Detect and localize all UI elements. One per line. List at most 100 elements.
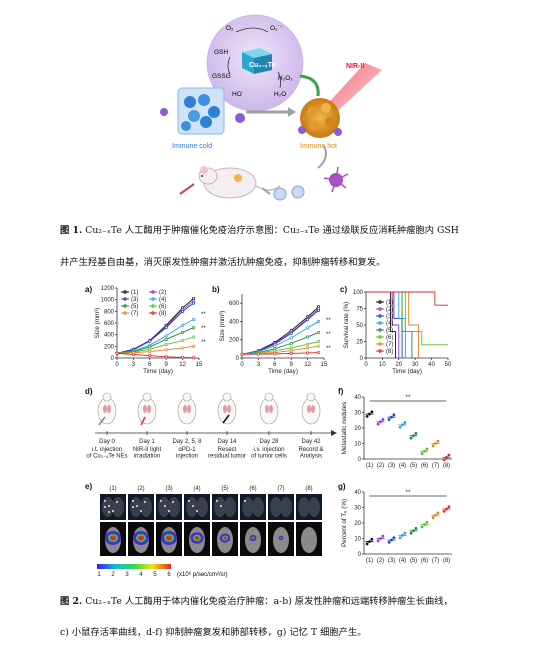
panel-b-xtick-label: 6 bbox=[273, 362, 277, 368]
panel-b-point bbox=[316, 339, 321, 344]
panel-a-legend-marker bbox=[151, 290, 155, 294]
timeline-mouse bbox=[97, 397, 117, 425]
timeline-mouse bbox=[217, 397, 237, 425]
panel-a-point bbox=[164, 355, 168, 359]
panel-g-dot bbox=[392, 536, 396, 540]
panel-a-legend-label: (7) bbox=[131, 311, 138, 317]
imaging-group-label: (7) bbox=[277, 486, 284, 492]
timeline-desc: Resect bbox=[218, 447, 237, 453]
panel-f-dot bbox=[387, 418, 391, 421]
panel-a-significance: ** bbox=[201, 326, 206, 332]
panel-b-point bbox=[289, 336, 293, 340]
panel-g-dot bbox=[381, 534, 385, 538]
metastatic-nodule bbox=[172, 501, 174, 503]
colorbar-tick: 5 bbox=[153, 572, 157, 578]
lung-icon bbox=[187, 405, 191, 413]
panel-a-ytick-label: 600 bbox=[104, 321, 115, 327]
panel-f-label: f) bbox=[338, 387, 344, 396]
panel-f-category-label: (2) bbox=[377, 463, 384, 469]
timeline-mouse-head bbox=[264, 392, 274, 402]
panel-g-dot bbox=[431, 516, 435, 519]
panel-c-ylabel: Survival rate (%) bbox=[343, 302, 350, 349]
panel-f-ytick-label: 20 bbox=[354, 426, 361, 432]
lung-lobe bbox=[112, 497, 124, 517]
panel-e-label: e) bbox=[85, 482, 92, 491]
panel-g-ytick-label: 10 bbox=[354, 537, 361, 543]
panel-e-imaging: e) (1) (2) (3) (4) (5) (6) (7) (8) 1 2 3 4 5 6 (x10⁶… bbox=[85, 482, 322, 578]
panel-a-series-line-6 bbox=[116, 336, 194, 354]
metastatic-nodule bbox=[108, 505, 110, 507]
lung-lobe bbox=[168, 497, 180, 517]
lung-lobe bbox=[280, 497, 292, 517]
metastatic-nodule bbox=[196, 510, 198, 512]
metastatic-nodule bbox=[220, 505, 222, 507]
lung-icon bbox=[223, 405, 227, 413]
panel-g-dot bbox=[398, 536, 402, 540]
panel-a-label: a) bbox=[85, 285, 92, 294]
panel-g-dot bbox=[436, 511, 440, 515]
imaging-group-label: (2) bbox=[137, 486, 144, 492]
panel-c-ytick-label: 75 bbox=[356, 307, 363, 313]
panel-a-xlabel: Time (day) bbox=[143, 368, 173, 375]
panel-g-dot bbox=[365, 542, 369, 546]
panel-c-label: c) bbox=[340, 285, 347, 294]
panel-g-category-label: (1) bbox=[366, 558, 373, 564]
panel-a-legend-label: (4) bbox=[159, 297, 166, 303]
panel-b-point bbox=[316, 319, 321, 323]
panel-f-dot bbox=[370, 410, 374, 414]
panel-a-plot: 0 3 6 9 12 15 0 200 400 600 800 1000 1200 Time (day) S… bbox=[94, 286, 206, 375]
panel-b-chart: b) 0 3 6 9 12 15 0 200 400 600 Time (day) Size (mm³… bbox=[212, 285, 331, 375]
colorbar-tick: 6 bbox=[167, 572, 171, 578]
chem-gssg: GSSG bbox=[212, 73, 231, 80]
timeline-desc: NIR-II light bbox=[133, 447, 162, 453]
panel-b-xlabel: Time (day) bbox=[268, 368, 298, 375]
figure1-schematic: Cu₂₋ₓTe O₂ O₂˙⁻ GSH GSSG HO˙ H₂O₂ H₂O NI… bbox=[160, 14, 382, 201]
colorbar bbox=[97, 564, 171, 569]
panel-b-ytick-label: 0 bbox=[236, 356, 240, 362]
lung-lobe bbox=[308, 497, 320, 517]
metastatic-nodule bbox=[168, 510, 170, 512]
panel-a-point bbox=[191, 301, 196, 305]
lung-lobe bbox=[140, 497, 152, 517]
panel-c-xlabel: Time (day) bbox=[392, 368, 422, 375]
metastatic-nodule bbox=[164, 505, 166, 507]
chem-cute: Cu₂₋ₓTe bbox=[249, 62, 275, 69]
metastatic-nodule bbox=[104, 500, 106, 502]
lung-icon bbox=[107, 405, 111, 413]
timeline-day: Day 0 bbox=[99, 439, 115, 445]
nanoparticle bbox=[160, 108, 168, 116]
panel-a-point bbox=[164, 337, 168, 341]
mouse-illustration bbox=[179, 166, 281, 199]
imaging-group-label: (5) bbox=[221, 486, 228, 492]
panel-a-point bbox=[181, 323, 185, 327]
panel-a-point bbox=[115, 351, 119, 355]
timeline-desc: of tumor cells bbox=[251, 454, 287, 460]
panel-b-xtick-label: 9 bbox=[290, 362, 294, 368]
panel-g-category-label: (6) bbox=[421, 558, 428, 564]
panel-g-chart: g) 0 10 20 30 40 Percent of Tₑ (%) (1) (2) (3) (4… bbox=[338, 482, 452, 564]
panel-g-category-label: (2) bbox=[377, 558, 384, 564]
panel-g-ytick-label: 0 bbox=[358, 552, 362, 558]
panel-b-xtick-label: 3 bbox=[257, 362, 261, 368]
panel-g-dot bbox=[420, 525, 424, 529]
panel-b-point bbox=[289, 341, 293, 345]
panel-b-point bbox=[240, 352, 244, 356]
panel-g-ytick-label: 40 bbox=[354, 490, 361, 496]
timeline-desc: Analysis bbox=[300, 454, 322, 460]
timeline-desc: Record & bbox=[298, 447, 323, 453]
panel-f-category-label: (8) bbox=[443, 463, 450, 469]
signal-high bbox=[251, 537, 255, 539]
nir-beam bbox=[322, 63, 382, 118]
panel-c-legend-marker bbox=[378, 328, 382, 332]
panel-d-label: d) bbox=[85, 387, 93, 396]
lung-icon bbox=[183, 405, 187, 413]
panel-a-significance: ** bbox=[201, 340, 206, 346]
panel-f-ytick-label: 10 bbox=[354, 442, 361, 448]
chem-h2o2: H₂O₂ bbox=[278, 75, 293, 82]
panel-b-point bbox=[316, 308, 321, 313]
metastatic-nodule bbox=[216, 500, 218, 502]
panel-c-ytick-label: 25 bbox=[356, 340, 363, 346]
lung-icon bbox=[265, 405, 269, 413]
panel-g-significance: ** bbox=[406, 490, 411, 496]
panel-b-point bbox=[306, 335, 310, 339]
